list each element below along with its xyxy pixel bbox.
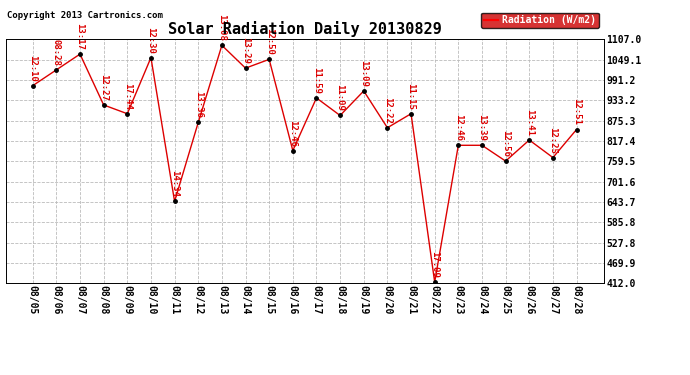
Text: 12:10: 12:10 [28, 55, 37, 81]
Text: 17:44: 17:44 [123, 82, 132, 110]
Text: 12:22: 12:22 [383, 97, 392, 124]
Text: 12:46: 12:46 [454, 114, 463, 141]
Text: 12:27: 12:27 [99, 74, 108, 101]
Text: 13:36: 13:36 [194, 92, 203, 118]
Text: 17:09: 17:09 [430, 251, 440, 278]
Text: 08:28: 08:28 [52, 39, 61, 66]
Legend: Radiation (W/m2): Radiation (W/m2) [480, 12, 599, 28]
Text: Copyright 2013 Cartronics.com: Copyright 2013 Cartronics.com [7, 11, 163, 20]
Text: 13:39: 13:39 [477, 114, 486, 141]
Text: 12:56: 12:56 [501, 130, 510, 157]
Text: 11:59: 11:59 [312, 67, 321, 94]
Text: 14:34: 14:34 [170, 170, 179, 197]
Title: Solar Radiation Daily 20130829: Solar Radiation Daily 20130829 [168, 21, 442, 37]
Text: 12:25: 12:25 [549, 126, 558, 153]
Text: 13:41: 13:41 [525, 109, 534, 136]
Text: 13:09: 13:09 [359, 60, 368, 87]
Text: 11:09: 11:09 [335, 84, 344, 111]
Text: 11:15: 11:15 [406, 82, 415, 110]
Text: 12:30: 12:30 [146, 27, 155, 54]
Text: 12:50: 12:50 [265, 28, 274, 55]
Text: 13:08: 13:08 [217, 14, 226, 41]
Text: 12:51: 12:51 [572, 99, 581, 125]
Text: 13:29: 13:29 [241, 37, 250, 64]
Text: 12:46: 12:46 [288, 120, 297, 146]
Text: 13:17: 13:17 [75, 23, 84, 50]
